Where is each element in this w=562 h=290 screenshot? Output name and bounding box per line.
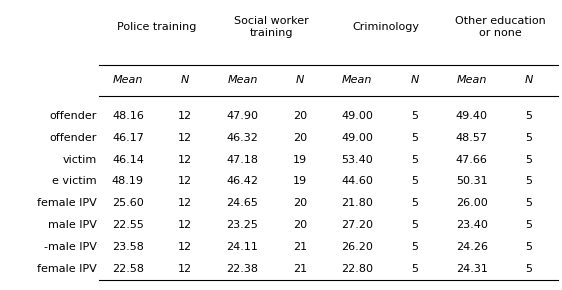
Text: 48.19: 48.19	[112, 176, 144, 186]
Text: 5: 5	[411, 242, 418, 252]
Text: 22.38: 22.38	[226, 264, 259, 274]
Text: offender: offender	[49, 111, 97, 121]
Text: 5: 5	[411, 133, 418, 143]
Text: 12: 12	[178, 242, 192, 252]
Text: Criminology: Criminology	[352, 22, 419, 32]
Text: N: N	[296, 75, 304, 85]
Text: N: N	[181, 75, 189, 85]
Text: 19: 19	[293, 176, 307, 186]
Text: 49.40: 49.40	[456, 111, 488, 121]
Text: 46.14: 46.14	[112, 155, 144, 164]
Text: 12: 12	[178, 220, 192, 230]
Text: 24.65: 24.65	[226, 198, 259, 208]
Text: female IPV: female IPV	[37, 264, 97, 274]
Text: 5: 5	[411, 111, 418, 121]
Text: 27.20: 27.20	[341, 220, 373, 230]
Text: 46.42: 46.42	[226, 176, 259, 186]
Text: Mean: Mean	[342, 75, 373, 85]
Text: 5: 5	[411, 176, 418, 186]
Text: 22.80: 22.80	[341, 264, 373, 274]
Text: 21.80: 21.80	[341, 198, 373, 208]
Text: 5: 5	[411, 155, 418, 164]
Text: 12: 12	[178, 111, 192, 121]
Text: 20: 20	[293, 198, 307, 208]
Text: 46.32: 46.32	[226, 133, 259, 143]
Text: 5: 5	[525, 198, 533, 208]
Text: 47.66: 47.66	[456, 155, 488, 164]
Text: N: N	[410, 75, 419, 85]
Text: 50.31: 50.31	[456, 176, 488, 186]
Text: 48.16: 48.16	[112, 111, 144, 121]
Text: 26.20: 26.20	[341, 242, 373, 252]
Text: Mean: Mean	[113, 75, 143, 85]
Text: 24.31: 24.31	[456, 264, 488, 274]
Text: 5: 5	[525, 133, 533, 143]
Text: 5: 5	[525, 176, 533, 186]
Text: 21: 21	[293, 264, 307, 274]
Text: Police training: Police training	[117, 22, 196, 32]
Text: 44.60: 44.60	[341, 176, 373, 186]
Text: 5: 5	[525, 264, 533, 274]
Text: 12: 12	[178, 133, 192, 143]
Text: 12: 12	[178, 176, 192, 186]
Text: 20: 20	[293, 133, 307, 143]
Text: 23.25: 23.25	[226, 220, 259, 230]
Text: 20: 20	[293, 111, 307, 121]
Text: 48.57: 48.57	[456, 133, 488, 143]
Text: victim: victim	[62, 155, 97, 164]
Text: 20: 20	[293, 220, 307, 230]
Text: 26.00: 26.00	[456, 198, 488, 208]
Text: e victim: e victim	[52, 176, 97, 186]
Text: 22.58: 22.58	[112, 264, 144, 274]
Text: Other education
or none: Other education or none	[455, 17, 546, 38]
Text: 5: 5	[525, 111, 533, 121]
Text: 19: 19	[293, 155, 307, 164]
Text: 46.17: 46.17	[112, 133, 144, 143]
Text: N: N	[525, 75, 533, 85]
Text: 12: 12	[178, 198, 192, 208]
Text: 5: 5	[525, 220, 533, 230]
Text: 47.90: 47.90	[226, 111, 259, 121]
Text: 23.58: 23.58	[112, 242, 144, 252]
Text: 5: 5	[411, 264, 418, 274]
Text: Social worker
training: Social worker training	[234, 17, 309, 38]
Text: 22.55: 22.55	[112, 220, 144, 230]
Text: 5: 5	[525, 155, 533, 164]
Text: 47.18: 47.18	[226, 155, 259, 164]
Text: 25.60: 25.60	[112, 198, 144, 208]
Text: 24.11: 24.11	[226, 242, 259, 252]
Text: 49.00: 49.00	[341, 133, 373, 143]
Text: male IPV: male IPV	[48, 220, 97, 230]
Text: 5: 5	[411, 220, 418, 230]
Text: female IPV: female IPV	[37, 198, 97, 208]
Text: 21: 21	[293, 242, 307, 252]
Text: offender: offender	[49, 133, 97, 143]
Text: -male IPV: -male IPV	[44, 242, 97, 252]
Text: Mean: Mean	[228, 75, 258, 85]
Text: 49.00: 49.00	[341, 111, 373, 121]
Text: 12: 12	[178, 264, 192, 274]
Text: Mean: Mean	[457, 75, 487, 85]
Text: 53.40: 53.40	[341, 155, 373, 164]
Text: 12: 12	[178, 155, 192, 164]
Text: 24.26: 24.26	[456, 242, 488, 252]
Text: 5: 5	[525, 242, 533, 252]
Text: 23.40: 23.40	[456, 220, 488, 230]
Text: 5: 5	[411, 198, 418, 208]
